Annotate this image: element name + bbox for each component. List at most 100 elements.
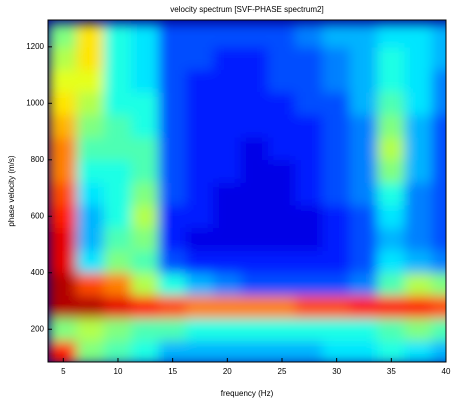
heatmap-cell (76, 68, 105, 93)
heatmap-cell (240, 136, 269, 161)
heatmap-cell (322, 272, 351, 296)
y-tick-label: 1000 (26, 98, 44, 107)
heatmap-cell (267, 181, 297, 206)
heatmap-cell (377, 68, 406, 93)
heatmap-cell (103, 294, 133, 319)
heatmap-cell (103, 136, 133, 161)
heatmap-cell (131, 272, 160, 296)
heatmap-cell (322, 136, 351, 161)
heatmap-cell (49, 272, 78, 296)
heatmap-cell (295, 204, 324, 229)
heatmap-cell (322, 23, 351, 48)
heatmap-cell (431, 68, 446, 93)
heatmap-cell (103, 114, 133, 138)
heatmap-cell (240, 340, 269, 362)
heatmap-cell (322, 159, 351, 183)
heatmap-cell (158, 91, 187, 116)
heatmap-cell (377, 204, 406, 229)
heatmap-cell (267, 249, 297, 274)
heatmap-cell (213, 159, 242, 183)
x-tick-label: 20 (223, 367, 232, 376)
heatmap-cell (213, 68, 242, 93)
heatmap-cell (431, 23, 446, 48)
y-tick-label: 1200 (26, 42, 44, 51)
heatmap-cell (322, 227, 351, 251)
heatmap-cell (131, 91, 160, 116)
heatmap-cell (185, 46, 215, 70)
heatmap-cell (213, 204, 242, 229)
heatmap-cell (158, 136, 187, 161)
heatmap-cell (322, 249, 351, 274)
heatmap-cell (377, 159, 406, 183)
heatmap-cell (377, 114, 406, 138)
heatmap-cell (404, 204, 433, 229)
y-axis-label: phase velocity (m/s) (7, 155, 16, 226)
heatmap-cell (213, 272, 242, 296)
heatmap-cell (267, 204, 297, 229)
heatmap-cell (76, 227, 105, 251)
heatmap-cell (103, 340, 133, 362)
heatmap-cell (76, 46, 105, 70)
heatmap-cell (185, 317, 215, 342)
heatmap-cell (240, 227, 269, 251)
heatmap-cell (404, 68, 433, 93)
heatmap-cell (213, 46, 242, 70)
heatmap-cell (377, 181, 406, 206)
heatmap-cell (267, 272, 297, 296)
heatmap-cell (76, 249, 105, 274)
heatmap-cell (431, 227, 446, 251)
heatmap-cell (158, 294, 187, 319)
heatmap-cell (322, 181, 351, 206)
heatmap-cell (103, 68, 133, 93)
heatmap-cell (103, 46, 133, 70)
heatmap-cell (240, 23, 269, 48)
heatmap-cell (185, 204, 215, 229)
heatmap-cell (49, 23, 78, 48)
x-tick-label: 35 (387, 367, 396, 376)
heatmap-cell (158, 249, 187, 274)
heatmap-cell (76, 91, 105, 116)
heatmap-cell (349, 136, 379, 161)
heatmap-cell (131, 249, 160, 274)
heatmap-cell (131, 159, 160, 183)
heatmap-cell (240, 91, 269, 116)
heatmap-cell (240, 68, 269, 93)
heatmap-cell (295, 46, 324, 70)
heatmap-cell (49, 340, 78, 362)
heatmap-cell (377, 46, 406, 70)
x-tick-label: 25 (278, 367, 287, 376)
heatmap-cell (404, 23, 433, 48)
heatmap-cell (103, 249, 133, 274)
heatmap-cell (431, 204, 446, 229)
heatmap-cell (349, 23, 379, 48)
x-axis-label: frequency (Hz) (221, 389, 274, 398)
heatmap-cell (103, 91, 133, 116)
heatmap-cell (404, 114, 433, 138)
heatmap-cell (295, 23, 324, 48)
heatmap-cell (240, 294, 269, 319)
heatmap-cell (295, 340, 324, 362)
heatmap-cell (131, 227, 160, 251)
heatmap-cell (431, 294, 446, 319)
heatmap-cell (240, 114, 269, 138)
heatmap-cell (404, 317, 433, 342)
heatmap-cell (131, 136, 160, 161)
heatmap-cell (431, 272, 446, 296)
heatmap-cell (49, 159, 78, 183)
heatmap (49, 23, 446, 362)
heatmap-cell (240, 159, 269, 183)
y-tick-label: 400 (31, 268, 45, 277)
heatmap-cell (267, 227, 297, 251)
heatmap-cell (103, 23, 133, 48)
x-tick-label: 40 (442, 367, 451, 376)
heatmap-cell (185, 91, 215, 116)
heatmap-cell (377, 317, 406, 342)
y-tick-label: 600 (31, 211, 45, 220)
heatmap-cell (267, 91, 297, 116)
heatmap-cell (213, 136, 242, 161)
heatmap-cell (49, 114, 78, 138)
heatmap-cell (431, 181, 446, 206)
heatmap-cell (185, 272, 215, 296)
heatmap-cell (240, 46, 269, 70)
heatmap-cell (322, 204, 351, 229)
